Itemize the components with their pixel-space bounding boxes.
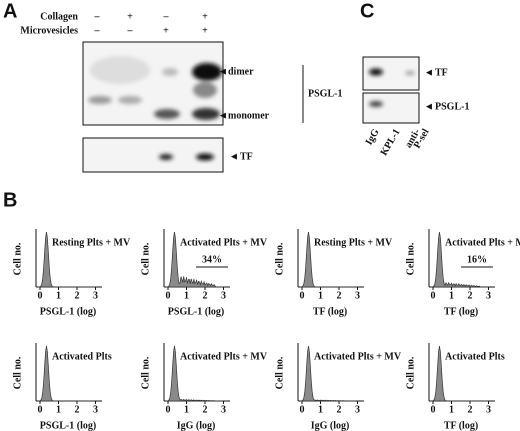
tick-label: 1 xyxy=(449,290,454,301)
sign: + xyxy=(127,11,133,22)
tick-label: 2 xyxy=(468,290,473,301)
tick-label: 3 xyxy=(93,404,98,415)
tick-label: 2 xyxy=(337,404,342,415)
x-label: IgG (log) xyxy=(311,420,350,431)
tick-label: 0 xyxy=(300,404,305,415)
tick-label: 0 xyxy=(431,290,436,301)
x-label: PSGL-1 (log) xyxy=(40,306,96,317)
blot-label: TF xyxy=(435,67,448,78)
tick-label: 1 xyxy=(184,290,189,301)
panel-label: B xyxy=(3,189,17,211)
tick-label: 3 xyxy=(486,290,491,301)
row-label: Microvesicles xyxy=(20,25,78,36)
row-label: Collagen xyxy=(40,11,78,22)
y-label: Cell no. xyxy=(274,356,285,389)
lane-label: IgG xyxy=(364,127,382,147)
y-label: Cell no. xyxy=(140,242,151,275)
tick-label: 2 xyxy=(75,404,80,415)
tick-label: 3 xyxy=(221,404,226,415)
x-label: TF (log) xyxy=(313,306,347,317)
hist-title: Activated Plts + MV xyxy=(314,351,402,362)
tick-label: 1 xyxy=(56,290,61,301)
tick-label: 1 xyxy=(318,290,323,301)
sign: – xyxy=(94,11,101,22)
panel-label: C xyxy=(360,0,374,22)
protein-label: TF xyxy=(240,151,253,162)
histogram xyxy=(37,345,96,402)
sign: – xyxy=(163,11,170,22)
tick-label: 0 xyxy=(300,290,305,301)
tick-label: 0 xyxy=(38,290,43,301)
x-label: TF (log) xyxy=(444,306,478,317)
sign: + xyxy=(163,25,169,36)
sign: + xyxy=(202,11,208,22)
sign: – xyxy=(127,25,134,36)
x-label: PSGL-1 (log) xyxy=(40,420,96,431)
sign: + xyxy=(202,25,208,36)
tick-label: 2 xyxy=(203,404,208,415)
panel-label: A xyxy=(3,0,17,22)
tick-label: 0 xyxy=(166,404,171,415)
sign: – xyxy=(94,25,101,36)
arrow: ◄ xyxy=(424,67,434,78)
tick-label: 3 xyxy=(93,290,98,301)
x-label: IgG (log) xyxy=(177,420,216,431)
tick-label: 0 xyxy=(38,404,43,415)
histogram xyxy=(37,231,96,288)
y-label: Cell no. xyxy=(140,356,151,389)
tick-label: 0 xyxy=(166,290,171,301)
histogram xyxy=(430,345,489,402)
arrow: ◄ xyxy=(218,66,228,77)
hist-title: Resting Plts + MV xyxy=(52,237,131,248)
tick-label: 2 xyxy=(337,290,342,301)
blot-c-lower xyxy=(362,92,420,124)
blot-label: PSGL-1 xyxy=(435,101,469,112)
x-label: TF (log) xyxy=(444,420,478,431)
y-label: Cell no. xyxy=(274,242,285,275)
protein-label: PSGL-1 xyxy=(308,88,342,99)
lane-label: KPL-1 xyxy=(379,127,403,158)
tick-label: 3 xyxy=(221,290,226,301)
arrow: ◄ xyxy=(218,110,228,121)
tick-label: 2 xyxy=(203,290,208,301)
tick-label: 2 xyxy=(75,290,80,301)
percent: 16% xyxy=(467,254,487,265)
y-label: Cell no. xyxy=(12,242,23,275)
tick-label: 2 xyxy=(468,404,473,415)
tick-label: 1 xyxy=(184,404,189,415)
tick-label: 1 xyxy=(318,404,323,415)
tick-label: 3 xyxy=(486,404,491,415)
hist-title: Resting Plts + MV xyxy=(314,237,393,248)
y-label: Cell no. xyxy=(405,356,416,389)
x-label: PSGL-1 (log) xyxy=(168,306,224,317)
histogram xyxy=(430,231,489,288)
band-label: dimer xyxy=(228,66,254,77)
bands xyxy=(88,56,222,120)
histogram xyxy=(299,231,358,288)
y-label: Cell no. xyxy=(405,242,416,275)
hist-title: Activated Plts + MV xyxy=(180,351,268,362)
tick-label: 3 xyxy=(355,290,360,301)
arrow: ◄ xyxy=(424,101,434,112)
tick-label: 0 xyxy=(431,404,436,415)
hist-title: Activated Plts + MV xyxy=(445,237,520,248)
hist-title: Activated Plts xyxy=(445,351,505,362)
band-label: monomer xyxy=(228,110,270,121)
tick-label: 3 xyxy=(355,404,360,415)
histogram xyxy=(299,345,358,402)
percent: 34% xyxy=(202,254,222,265)
tick-label: 1 xyxy=(449,404,454,415)
hist-title: Activated Plts xyxy=(52,351,112,362)
hist-title: Activated Plts + MV xyxy=(180,237,268,248)
histogram xyxy=(165,345,224,402)
y-label: Cell no. xyxy=(12,356,23,389)
tick-label: 1 xyxy=(56,404,61,415)
histogram xyxy=(165,231,224,288)
arrow: ◄ xyxy=(229,151,239,162)
